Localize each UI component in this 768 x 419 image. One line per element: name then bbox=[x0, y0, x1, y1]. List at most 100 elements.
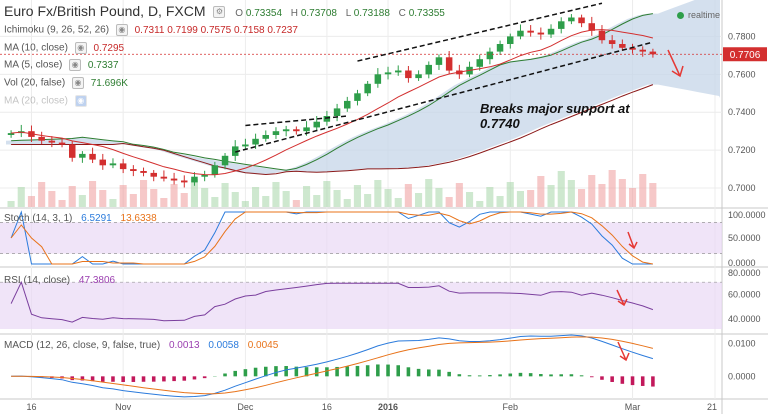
volume-bar bbox=[38, 182, 46, 207]
candle-body bbox=[140, 171, 147, 173]
macd-label: MACD (12, 26, close, 9, false, true) bbox=[4, 340, 161, 351]
volume-bar bbox=[496, 196, 504, 207]
time-tick-label: 16 bbox=[322, 402, 332, 412]
candle-body bbox=[211, 165, 219, 175]
stoch-header[interactable]: Stoch (14, 3, 1) 6.5291 13.6338 bbox=[4, 213, 157, 224]
indicator-ma5[interactable]: MA (5, close) ◉ 0.7337 bbox=[4, 59, 119, 71]
indicator-ma10[interactable]: MA (10, close) ◉ 0.7295 bbox=[4, 42, 124, 54]
volume-bar bbox=[425, 179, 433, 207]
rsi-label: RSI (14, close) bbox=[4, 275, 71, 286]
candle-body bbox=[558, 21, 565, 29]
ohlc-low-key: L bbox=[345, 8, 351, 19]
ohlc-close-value: 0.73355 bbox=[408, 8, 445, 19]
volume-bar bbox=[455, 183, 463, 207]
indicator-ichimoku[interactable]: Ichimoku (9, 26, 52, 26) ◉ 0.7311 0.7199… bbox=[4, 24, 298, 36]
candle-body bbox=[201, 174, 208, 177]
candle-body bbox=[425, 64, 432, 75]
time-tick-label: Mar bbox=[625, 402, 641, 412]
volume-bar bbox=[262, 196, 270, 207]
volume-bar bbox=[78, 195, 86, 207]
volume-bar bbox=[649, 183, 657, 207]
macd-hist-value: 0.0013 bbox=[168, 340, 200, 351]
volume-bar bbox=[99, 190, 107, 207]
ma10-label: MA (10, close) bbox=[4, 42, 68, 54]
ichimoku-values: 0.7311 0.7199 0.7575 0.7158 0.7237 bbox=[134, 24, 298, 36]
settings-icon[interactable]: ⚙ bbox=[213, 6, 226, 19]
volume-bar bbox=[7, 201, 15, 207]
macd-line-value: 0.0058 bbox=[208, 340, 239, 351]
volume-bar bbox=[353, 185, 361, 207]
price-tick-label: 0.7200 bbox=[728, 145, 756, 155]
eye-icon[interactable]: ◉ bbox=[115, 24, 128, 36]
candle-body bbox=[629, 47, 636, 50]
candle-body bbox=[181, 180, 188, 183]
macd-tick-label: 0.0100 bbox=[728, 339, 756, 349]
price-tick-label: 0.7800 bbox=[728, 31, 756, 41]
annotation-line-2: 0.7740 bbox=[480, 116, 520, 131]
volume-bar bbox=[221, 183, 229, 207]
time-tick-label: 16 bbox=[26, 402, 36, 412]
volume-bar bbox=[537, 176, 545, 207]
volume-bar bbox=[282, 191, 290, 207]
volume-bar bbox=[48, 191, 56, 207]
volume-bar bbox=[190, 179, 198, 207]
candle-body bbox=[191, 176, 198, 183]
candle-body bbox=[598, 30, 606, 41]
candle-body bbox=[89, 153, 96, 160]
candle-body bbox=[435, 57, 443, 65]
volume-bar bbox=[333, 190, 341, 207]
price-tick-label: 0.7000 bbox=[728, 183, 756, 193]
ohlc-close-key: C bbox=[398, 8, 406, 19]
candlesticks bbox=[7, 14, 657, 188]
candle-body bbox=[588, 23, 595, 31]
macd-tick-label: 0.0000 bbox=[728, 371, 756, 381]
candle-body bbox=[109, 163, 117, 166]
price-tick-label: 0.7600 bbox=[728, 69, 756, 79]
volume-bar bbox=[272, 182, 280, 207]
down-arrow bbox=[667, 49, 684, 78]
macd-signal-line bbox=[11, 336, 654, 395]
overlay-lines bbox=[11, 29, 654, 176]
sub-panes bbox=[0, 210, 722, 398]
ichimoku-cloud bbox=[6, 0, 720, 176]
time-tick-label: 2016 bbox=[378, 402, 398, 412]
realtime-indicator: realtime bbox=[677, 10, 720, 20]
macd-header[interactable]: MACD (12, 26, close, 9, false, true) 0.0… bbox=[4, 340, 278, 351]
volume-bars bbox=[7, 170, 657, 207]
eye-icon[interactable]: ◉ bbox=[71, 77, 84, 89]
indicator-hidden-ma[interactable]: MA (20, close) ◉ bbox=[4, 95, 87, 107]
volume-bar bbox=[292, 200, 300, 207]
indicator-volume[interactable]: Vol (20, false) ◉ 71.696K bbox=[4, 77, 128, 89]
candle-body bbox=[99, 159, 106, 166]
rsi-tick-label: 40.0000 bbox=[728, 314, 761, 324]
volume-value: 71.696K bbox=[90, 77, 128, 89]
volume-bar bbox=[527, 190, 535, 207]
ma5-value: 0.7337 bbox=[87, 59, 119, 71]
candle-body bbox=[527, 30, 534, 33]
time-tick-label: Nov bbox=[115, 402, 132, 412]
candle-body bbox=[547, 28, 555, 35]
volume-bar bbox=[241, 201, 249, 207]
candle-body bbox=[415, 74, 422, 79]
span-a-line bbox=[11, 13, 653, 171]
eye-icon[interactable]: ◉ bbox=[74, 42, 87, 54]
candle-body bbox=[282, 129, 290, 132]
volume-bar bbox=[211, 197, 219, 207]
annotation-line-1: Breaks major support at bbox=[480, 101, 630, 116]
candle-body bbox=[130, 169, 137, 171]
eye-icon[interactable]: ◉ bbox=[69, 59, 82, 71]
volume-bar bbox=[588, 175, 596, 207]
candle-body bbox=[364, 83, 371, 94]
ohlc-low-value: 0.73188 bbox=[353, 8, 390, 19]
candle-body bbox=[344, 100, 351, 109]
rsi-header[interactable]: RSI (14, close) 47.3806 bbox=[4, 275, 115, 286]
volume-bar bbox=[343, 199, 351, 207]
volume-bar bbox=[486, 187, 494, 207]
volume-bar bbox=[323, 181, 331, 207]
volume-bar bbox=[68, 186, 76, 207]
eye-icon[interactable]: ◉ bbox=[74, 95, 87, 107]
ohlc-open-value: 0.73354 bbox=[245, 8, 283, 19]
candle-body bbox=[608, 40, 616, 44]
